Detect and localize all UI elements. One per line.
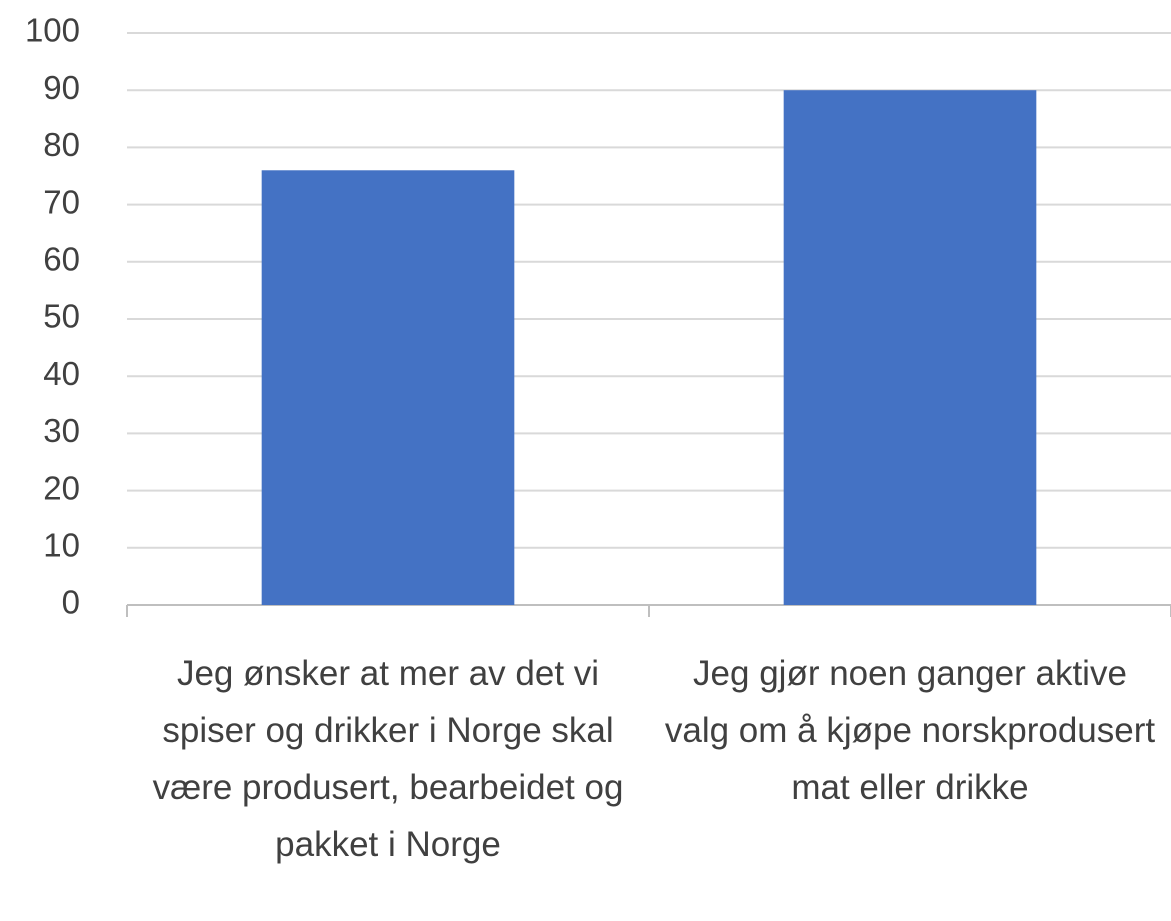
y-tick-label: 90 bbox=[43, 69, 80, 106]
y-tick-label: 0 bbox=[62, 584, 80, 621]
y-tick-label: 40 bbox=[43, 355, 80, 392]
bar bbox=[783, 90, 1037, 605]
y-tick-label: 20 bbox=[43, 469, 80, 506]
bar bbox=[261, 170, 515, 605]
y-tick-label: 100 bbox=[25, 12, 80, 49]
x-tick-label: Jeg ønsker at mer av det vi spiser og dr… bbox=[152, 654, 624, 864]
y-tick-label: 10 bbox=[43, 527, 80, 564]
y-tick-label: 30 bbox=[43, 412, 80, 449]
x-tick-label: Jeg gjør noen ganger aktive valg om å kj… bbox=[664, 654, 1156, 807]
y-tick-label: 80 bbox=[43, 126, 80, 163]
y-tick-label: 50 bbox=[43, 298, 80, 335]
y-tick-label: 70 bbox=[43, 183, 80, 220]
y-tick-label: 60 bbox=[43, 241, 80, 278]
